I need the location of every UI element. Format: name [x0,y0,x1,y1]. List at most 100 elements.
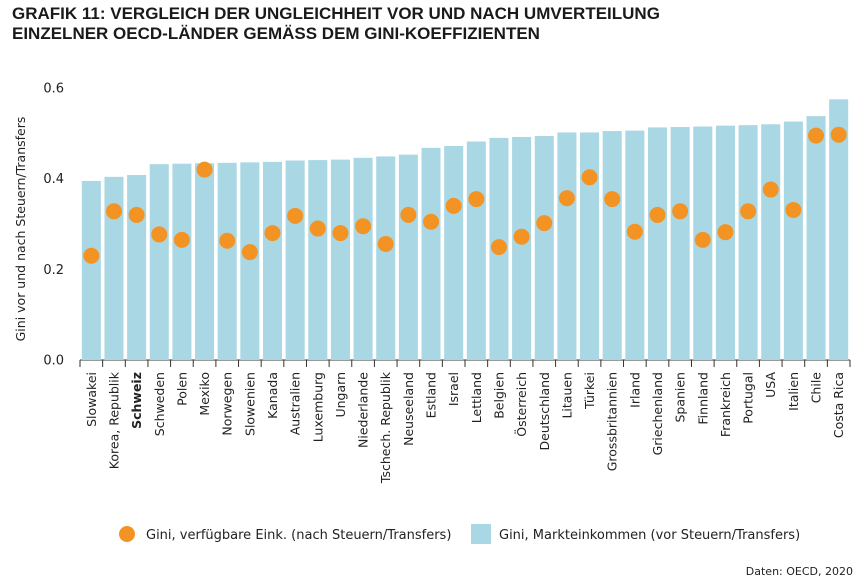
data-point [694,231,711,248]
data-point [785,201,802,218]
x-tick-label: Schweden [152,372,167,436]
x-tick-label: Spanien [673,372,688,423]
chart-title: GRAFIK 11: VERGLEICH DER UNGLEICHHEIT VO… [12,4,660,43]
x-tick-label: Polen [174,372,189,406]
x-tick-label: Ungarn [333,372,348,418]
data-point [128,206,145,223]
legend-bar-label: Gini, Markteinkommen (vor Steuern/Transf… [499,528,800,543]
data-point [196,161,213,178]
data-point [649,206,666,223]
bar [285,160,305,360]
data-point [355,218,372,235]
data-point [672,203,689,220]
dot-series [83,126,847,264]
bar [466,141,486,360]
data-point [626,223,643,240]
x-tick-label: Irland [627,372,642,408]
bar [444,146,464,360]
bar [398,154,418,360]
x-tick-label: Lettland [469,372,484,423]
data-point [332,225,349,242]
x-tick-label: Chile [809,372,824,404]
x-tick-label: Italien [786,372,801,411]
data-point [513,228,530,245]
x-tick-label: Mexiko [197,372,212,416]
bar [104,176,124,360]
bar [534,136,554,360]
x-tick-label: Niederlande [356,372,371,448]
bar [195,163,215,360]
data-point [83,247,100,264]
x-tick-label: Norwegen [220,372,235,436]
x-tick-label: Australien [288,372,303,435]
x-tick-label: Slowenien [242,372,257,436]
data-point [287,207,304,224]
bar [512,136,532,360]
bar-series [81,99,849,361]
x-tick-label: Estland [424,372,439,418]
bar [81,180,101,360]
data-point [490,239,507,256]
data-point [173,231,190,248]
y-axis: 0.0 0.2 0.4 0.6 [43,82,64,369]
data-point [241,244,258,261]
data-point [400,206,417,223]
y-tick-label: 0.2 [43,263,64,278]
x-tick-label: Slowakei [84,372,99,427]
y-tick-label: 0.4 [43,172,64,187]
source-note: Daten: OECD, 2020 [745,565,853,578]
x-axis: Slowakei Korea, Republik Schweiz Schweden Po… [79,360,851,484]
data-point [105,203,122,220]
x-tick-label: Portugal [741,372,756,424]
data-point [717,224,734,241]
bar [738,125,758,360]
data-point [309,220,326,237]
bar [172,163,192,360]
data-point [536,215,553,232]
data-point [830,126,847,143]
x-tick-label: Deutschland [537,372,552,450]
x-tick-label: Griechenland [650,372,665,455]
data-point [151,226,168,243]
x-tick-label: Frankreich [718,372,733,437]
y-tick-label: 0.0 [43,354,64,369]
bar [353,157,373,360]
bar [783,121,803,361]
bar [127,175,147,360]
y-axis-title: Gini vor und nach Steuern/Transfers [13,117,28,342]
bar [149,164,169,360]
legend-bar-swatch [471,524,491,544]
bar [580,132,600,360]
bar [647,127,668,360]
x-tick-label: Türkei [582,372,597,410]
bar [602,131,622,360]
x-tick-label: Litauen [559,372,574,419]
bar [715,125,735,360]
legend-dot-swatch [119,526,135,542]
x-tick-label: Luxemburg [310,372,325,442]
bar [262,161,283,360]
bar [557,132,577,360]
x-tick-label: USA [763,372,778,398]
x-tick-label: Belgien [491,372,506,419]
data-point [468,191,485,208]
data-point [762,181,779,198]
x-tick-label: Österreich [513,372,529,437]
data-point [264,225,281,242]
bar [829,99,849,360]
x-tick-label: Grossbritannien [605,372,620,471]
data-point [423,213,440,230]
bar [625,130,645,360]
x-tick-label: Israel [446,372,461,406]
legend-dot-label: Gini, verfügbare Eink. (nach Steuern/Tra… [146,528,451,543]
data-point [604,191,621,208]
data-point [808,127,825,144]
data-point [581,169,598,186]
bar [376,156,396,360]
bar [217,162,237,360]
bar [670,126,690,360]
data-point [558,190,575,207]
bar [308,160,328,360]
x-tick-label: Costa Rica [831,372,846,438]
